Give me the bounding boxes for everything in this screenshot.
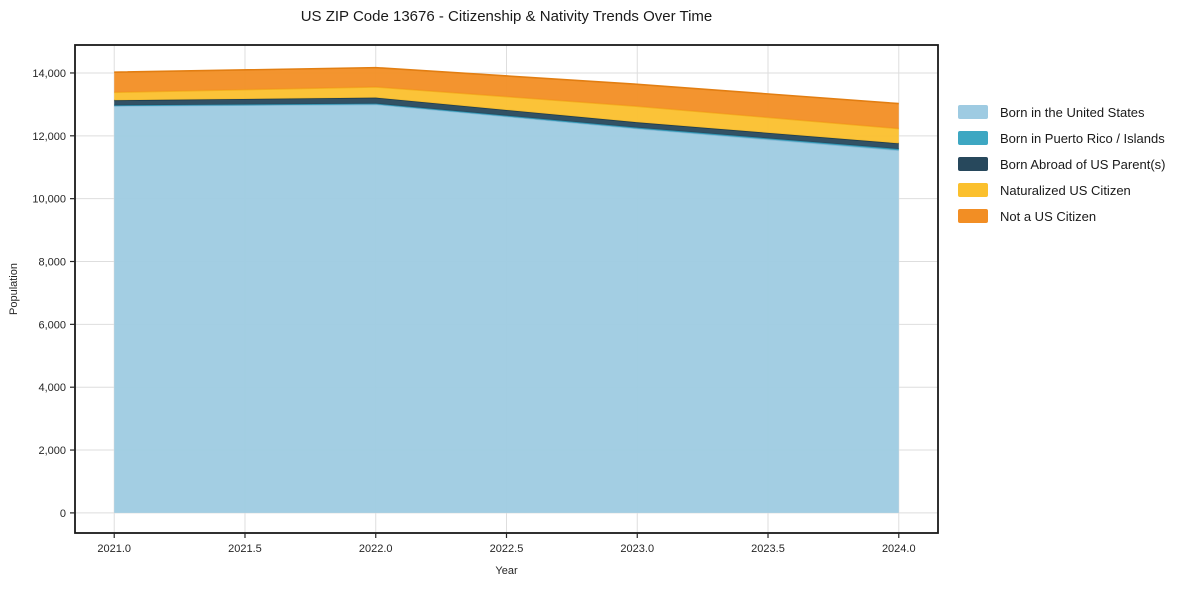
area-born-in-the-united-states (114, 104, 899, 513)
y-tick-label: 14,000 (32, 68, 66, 80)
x-tick-label: 2024.0 (882, 543, 916, 555)
legend: Born in the United States Born in Puerto … (958, 99, 1165, 229)
x-tick-label: 2022.0 (359, 543, 393, 555)
x-tick-label: 2021.5 (228, 543, 262, 555)
legend-swatch (958, 209, 988, 223)
legend-item-label: Naturalized US Citizen (1000, 182, 1131, 198)
x-tick-label: 2023.5 (751, 543, 785, 555)
y-tick-label: 12,000 (32, 131, 66, 143)
legend-swatch (958, 105, 988, 119)
area-naturalized-us-citizen (114, 86, 899, 144)
legend-item: Naturalized US Citizen (958, 177, 1165, 203)
legend-item-label: Born Abroad of US Parent(s) (1000, 156, 1166, 172)
legend-item-label: Not a US Citizen (1000, 208, 1097, 224)
legend-swatch (958, 131, 988, 145)
y-tick-label: 2,000 (38, 445, 66, 457)
x-tick-label: 2022.5 (490, 543, 524, 555)
area-not-a-us-citizen (114, 67, 899, 129)
legend-swatch (958, 183, 988, 197)
legend-item-label: Born in the United States (1000, 104, 1145, 120)
x-tick-label: 2021.0 (97, 543, 131, 555)
area-edge-line (114, 66, 899, 105)
y-tick-label: 4,000 (38, 382, 66, 394)
legend-item: Not a US Citizen (958, 203, 1165, 229)
y-tick-label: 10,000 (32, 194, 66, 206)
y-tick-label: 0 (60, 508, 66, 520)
y-tick-label: 6,000 (38, 319, 66, 331)
x-tick-label: 2023.0 (620, 543, 654, 555)
legend-swatch (958, 157, 988, 171)
y-axis-label: Population (8, 263, 20, 315)
legend-item: Born in the United States (958, 99, 1165, 125)
y-tick-label: 8,000 (38, 257, 66, 269)
legend-item: Born Abroad of US Parent(s) (958, 151, 1165, 177)
legend-item: Born in Puerto Rico / Islands (958, 125, 1165, 151)
x-axis-label: Year (495, 565, 518, 577)
chart-title: US ZIP Code 13676 - Citizenship & Nativi… (300, 8, 713, 25)
legend-item-label: Born in Puerto Rico / Islands (1000, 130, 1165, 146)
area-born-abroad-of-us-parent-s- (114, 97, 899, 150)
